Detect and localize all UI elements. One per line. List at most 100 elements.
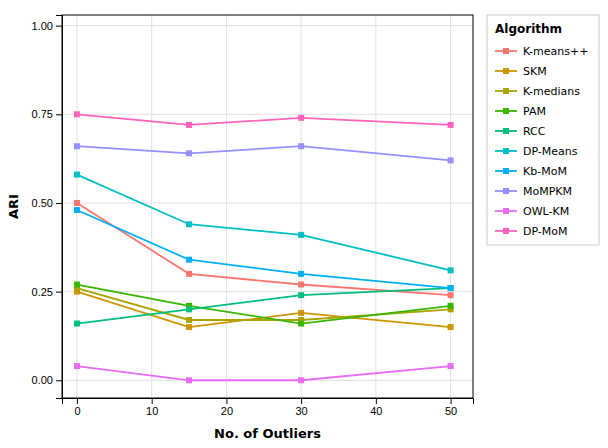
series-marker xyxy=(298,143,304,149)
x-tick-mark xyxy=(77,398,78,404)
series-marker xyxy=(186,122,192,128)
plot: 0 10 20 30 40 50 0.00 0.25 0.50 0.75 1.00 xyxy=(32,15,474,417)
series-marker xyxy=(298,271,304,277)
y-tick: 1.00 xyxy=(32,20,62,32)
legend-item: K-means++ xyxy=(495,45,588,58)
series-marker xyxy=(298,292,304,298)
series-marker xyxy=(74,200,80,206)
series-line xyxy=(77,175,451,271)
y-tick-label: 0.00 xyxy=(32,374,53,386)
legend-label: RCC xyxy=(523,125,546,138)
y-tick-mark xyxy=(56,292,62,293)
series-marker xyxy=(186,306,192,312)
y-tick-label: 0.50 xyxy=(32,197,53,209)
x-tick-label: 30 xyxy=(296,405,308,417)
series-marker xyxy=(448,292,454,298)
x-tick-label: 0 xyxy=(74,405,80,417)
series-marker xyxy=(298,115,304,121)
legend-marker xyxy=(503,208,509,214)
y-tick-label: 0.75 xyxy=(32,108,53,120)
series-marker xyxy=(74,321,80,327)
series-marker xyxy=(448,285,454,291)
x-tick-label: 40 xyxy=(370,405,382,417)
legend-label: SKM xyxy=(523,65,547,78)
x-tick: 0 xyxy=(74,398,80,417)
x-tick-mark xyxy=(376,398,377,404)
series-marker xyxy=(186,221,192,227)
grid-line-x xyxy=(151,15,152,398)
series-marker xyxy=(298,321,304,327)
legend-label: K-means++ xyxy=(523,45,588,58)
y-tick-mark xyxy=(56,26,62,27)
y-tick-label: 0.25 xyxy=(32,286,53,298)
series-marker xyxy=(74,111,80,117)
grid-line-x xyxy=(76,15,77,398)
series-marker xyxy=(448,324,454,330)
series xyxy=(74,200,454,298)
series-marker xyxy=(74,143,80,149)
grid-line-x xyxy=(226,15,227,398)
grid-line-y xyxy=(62,202,473,203)
series-line xyxy=(77,292,451,327)
series-marker xyxy=(186,257,192,263)
legend-label: DP-MoM xyxy=(523,225,568,238)
legend-item: MoMPKM xyxy=(495,185,572,198)
plot-frame xyxy=(62,15,473,398)
legend-item: SKM xyxy=(495,65,547,78)
y-tick-mark xyxy=(56,114,62,115)
series-line xyxy=(77,114,451,125)
grid-line-x xyxy=(301,15,302,398)
y-tick: 0.50 xyxy=(32,197,62,209)
series-marker xyxy=(448,267,454,273)
y-axis-title: ARI xyxy=(6,194,21,219)
legend-marker xyxy=(503,88,509,94)
x-tick-label: 20 xyxy=(221,405,233,417)
legend-item: PAM xyxy=(495,105,546,118)
x-axis-title: No. of Outliers xyxy=(214,426,321,441)
legend-marker xyxy=(503,48,509,54)
series-line xyxy=(77,285,451,324)
series-marker xyxy=(448,363,454,369)
series-marker xyxy=(74,282,80,288)
series xyxy=(74,111,454,128)
grid-line-x xyxy=(375,15,376,398)
x-tick-mark xyxy=(226,398,227,404)
series-marker xyxy=(186,271,192,277)
x-tick-label: 50 xyxy=(445,405,457,417)
series-marker xyxy=(448,303,454,309)
legend-item: OWL-KM xyxy=(495,205,569,218)
x-tick-mark xyxy=(451,398,452,404)
legend-marker xyxy=(503,168,509,174)
series xyxy=(74,285,454,326)
legend-marker xyxy=(503,128,509,134)
series-line xyxy=(77,210,451,288)
y-tick-mark xyxy=(56,203,62,204)
series xyxy=(74,172,454,274)
legend-item: Kb-MoM xyxy=(495,165,567,178)
grid-line-y xyxy=(62,25,473,26)
x-axis: 0 10 20 30 40 50 xyxy=(63,398,474,417)
x-tick: 20 xyxy=(221,398,233,417)
series-marker xyxy=(74,172,80,178)
series-line xyxy=(77,146,451,160)
legend-label: OWL-KM xyxy=(523,205,569,218)
legend-marker xyxy=(503,148,509,154)
legend: AlgorithmK-means++SKMK-mediansPAMRCCDP-M… xyxy=(487,15,599,245)
series-marker xyxy=(74,363,80,369)
x-tick-label: 10 xyxy=(146,405,158,417)
x-tick: 10 xyxy=(146,398,158,417)
grid-line-x xyxy=(450,15,451,398)
legend-item: K-medians xyxy=(495,85,580,98)
legend-label: DP-Means xyxy=(523,145,578,158)
grid xyxy=(62,15,473,398)
series-marker xyxy=(186,377,192,383)
legend-label: PAM xyxy=(523,105,546,118)
y-axis-line xyxy=(56,16,63,399)
legend-label: K-medians xyxy=(523,85,580,98)
x-tick: 40 xyxy=(370,398,382,417)
series-marker xyxy=(298,377,304,383)
grid-line-y xyxy=(62,114,473,115)
series-line xyxy=(77,288,451,323)
series-marker xyxy=(448,285,454,291)
y-tick-label: 1.00 xyxy=(32,20,53,32)
